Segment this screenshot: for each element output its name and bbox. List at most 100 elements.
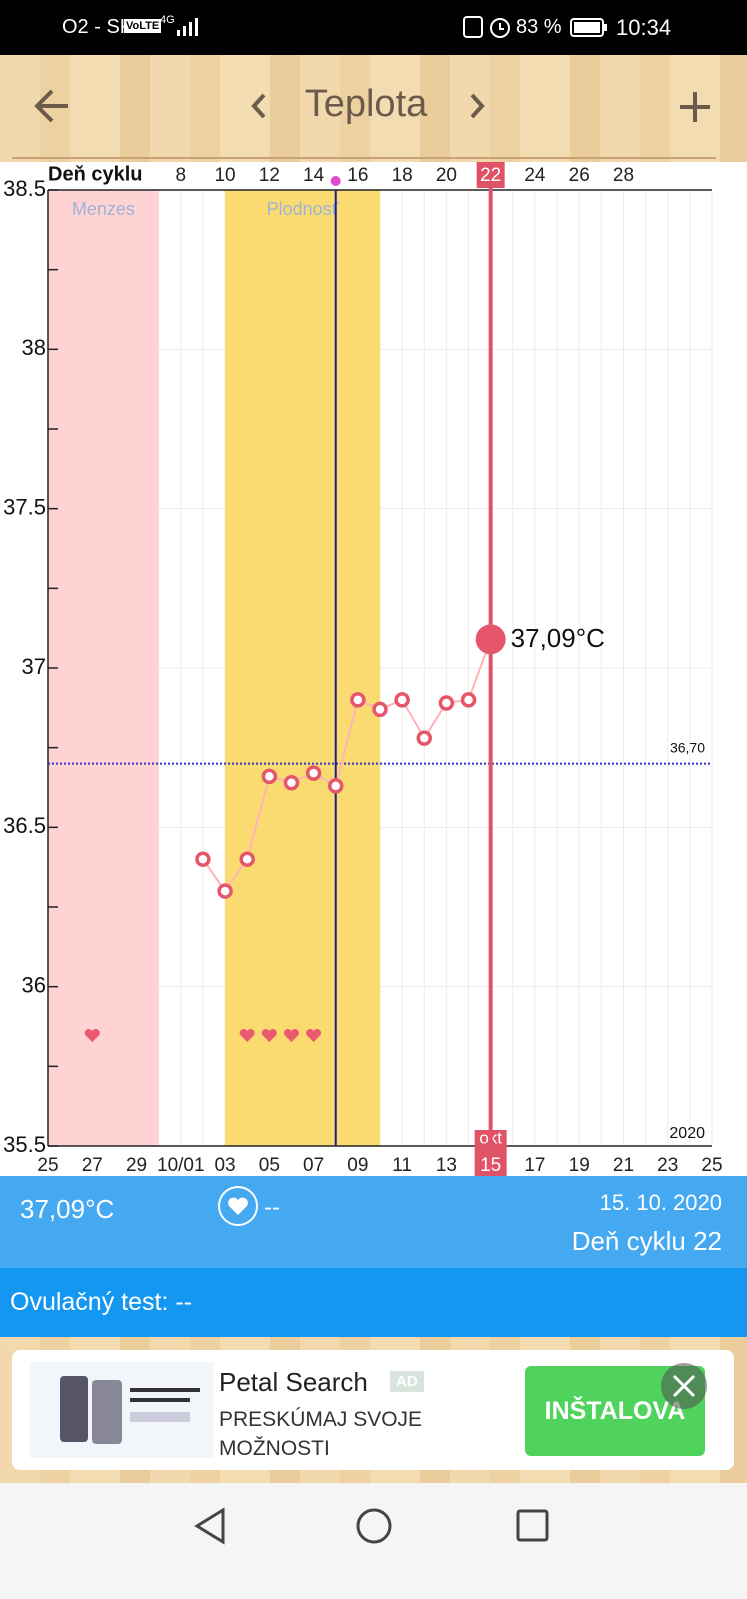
cycle-day-label: 28 <box>613 165 634 186</box>
x-tick-label: 07 <box>303 1155 324 1176</box>
cycle-day-label: 12 <box>259 165 280 186</box>
x-tick-label: 19 <box>569 1155 590 1176</box>
summary-panel: 37,09°C -- 15. 10. 2020 Deň cyklu 22 <box>0 1176 747 1268</box>
temperature: 37,09°C <box>20 1194 115 1224</box>
x-tick-label: 21 <box>613 1155 634 1176</box>
temperature-point <box>305 765 322 781</box>
temperature-point <box>350 692 366 708</box>
x-tick-label: 11 <box>392 1155 412 1176</box>
carrier: O2 - SK <box>62 16 134 38</box>
ovulation-test-bar[interactable]: Ovulačný test: -- <box>0 1268 747 1337</box>
temperature-point <box>372 701 388 718</box>
year-label: 2020 <box>669 1125 705 1142</box>
nfc-alarm-icons <box>463 16 510 38</box>
cycle-day-label: 14 <box>303 165 325 186</box>
x-tick-label: 25 <box>701 1155 722 1176</box>
value-label: 37,09°C <box>511 623 605 653</box>
ad-title: Petal Search <box>219 1367 368 1397</box>
intercourse-heart <box>261 1028 277 1042</box>
date: 15. 10. 2020 <box>599 1190 722 1215</box>
intercourse: -- <box>264 1194 280 1221</box>
y-tick-label: 37.5 <box>3 494 46 519</box>
phase-label: Menzes <box>72 199 135 219</box>
cycle-day-label: 26 <box>569 165 590 186</box>
temperature-point <box>195 851 211 867</box>
temperature-point <box>438 695 455 711</box>
nav-bar <box>0 1483 747 1599</box>
y-tick-label: 38.5 <box>3 176 46 201</box>
y-tick-label: 38 <box>22 335 46 360</box>
header: Teplota <box>0 55 747 162</box>
x-tick-label: 13 <box>436 1155 457 1176</box>
ad-badge: AD <box>390 1371 424 1392</box>
coverline-label: 36,70 <box>670 739 705 755</box>
intercourse-heart <box>283 1028 299 1042</box>
y-tick-label: 36 <box>22 972 46 997</box>
x-tick-label: 05 <box>259 1155 280 1176</box>
temperature-point <box>460 692 477 708</box>
intercourse-heart <box>239 1028 255 1042</box>
signal-icon <box>177 18 198 36</box>
x-tick-label: 25 <box>37 1155 58 1176</box>
header-icons <box>12 89 716 159</box>
temperature-point <box>283 774 300 791</box>
y-tick-label: 36.5 <box>3 813 46 838</box>
temperature-point <box>239 851 255 867</box>
chart: Menzes Plodnosť 38.5 38 37.5 37 36.5 36 35.5 36,7… <box>3 162 723 1176</box>
cycle-day: Deň cyklu 22 <box>571 1226 722 1256</box>
nav-home[interactable] <box>356 1508 392 1544</box>
prev-button[interactable] <box>251 93 266 119</box>
cycle-day-label: 10 <box>214 165 235 186</box>
phase-band <box>48 190 159 1146</box>
temperature-point <box>475 624 506 655</box>
signal: 4G <box>160 14 175 26</box>
intercourse-heart <box>306 1028 322 1042</box>
cycle-day-label: 16 <box>347 165 368 186</box>
heart-icon[interactable] <box>216 1184 260 1228</box>
today-cycle-box <box>476 162 505 188</box>
temperature-point <box>416 730 433 746</box>
x-tick-label: 17 <box>524 1155 545 1176</box>
ad-card[interactable]: Petal Search AD PRESKÚMAJ SVOJE MOŽNOSTI… <box>12 1350 734 1470</box>
x-tick-label: 23 <box>657 1155 678 1176</box>
today-date-box <box>474 1148 507 1176</box>
cycle-day-label: 20 <box>436 165 457 186</box>
x-tick-label: 09 <box>347 1155 368 1176</box>
network: VoLTE <box>124 19 162 33</box>
temperature-point <box>394 692 410 708</box>
next-button[interactable] <box>470 93 485 119</box>
cycle-day-label: 8 <box>176 165 187 186</box>
y-tick-label: 37 <box>22 654 46 679</box>
temperature-point <box>217 883 233 899</box>
nav-recent[interactable] <box>516 1509 549 1542</box>
clock: 10:34 <box>616 15 672 40</box>
screen-title: Teplota <box>304 83 428 125</box>
nav-icons <box>194 1507 549 1545</box>
status-bar: O2 - SK VoLTE 4G 83 % 10:34 <box>0 0 747 55</box>
nav-back[interactable] <box>194 1507 225 1545</box>
y-tick-label: 35.5 <box>3 1132 46 1157</box>
phase-band <box>225 190 380 1146</box>
x-tick-label: 03 <box>214 1155 235 1176</box>
ad-area: Petal Search AD PRESKÚMAJ SVOJE MOŽNOSTI… <box>0 1337 747 1483</box>
ad-image <box>30 1362 214 1458</box>
cycle-day-label: 22 <box>480 165 501 186</box>
cycle-day-label: 18 <box>392 165 413 186</box>
ovulation-test: Ovulačný test: -- <box>10 1288 192 1316</box>
cycle-day-label: 24 <box>524 165 546 186</box>
x-tick-label: 10/01 <box>157 1155 205 1176</box>
back-button[interactable] <box>34 89 68 123</box>
phase-label: Plodnosť <box>267 199 339 219</box>
battery-icon <box>570 18 607 37</box>
intercourse-heart <box>84 1028 100 1042</box>
temperature-point <box>261 768 278 785</box>
add-button[interactable] <box>680 92 710 122</box>
battery: 83 % <box>516 16 562 38</box>
close-ad[interactable] <box>660 1362 708 1410</box>
x-tick-label: 27 <box>82 1155 103 1176</box>
x-tick-label: 29 <box>126 1155 147 1176</box>
ad-text: PRESKÚMAJ SVOJE MOŽNOSTI <box>219 1408 423 1460</box>
ovulation-dot <box>330 176 341 186</box>
cycle-label: Deň cyklu <box>48 163 142 185</box>
